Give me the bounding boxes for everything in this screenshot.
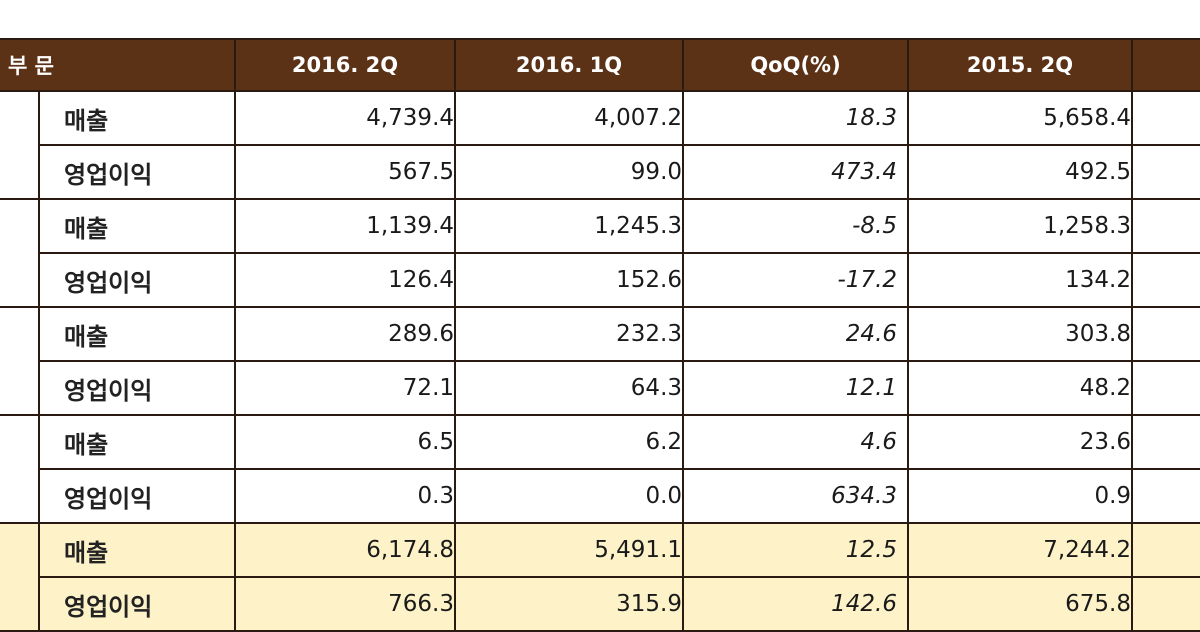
cell-qoq: 634.3 bbox=[682, 468, 910, 524]
table-header-row: 부 문 2016. 2Q 2016. 1Q QoQ(%) 2015. 2Q bbox=[0, 38, 1200, 92]
cell-2016-2q: 126.4 bbox=[234, 252, 457, 308]
cell-extra bbox=[1131, 198, 1200, 254]
row-label: 영업이익 bbox=[37, 252, 237, 308]
row-label: 매출 bbox=[37, 522, 237, 578]
table-row: 매출 289.6 232.3 24.6 303.8 bbox=[0, 306, 1200, 416]
cell-extra bbox=[1131, 576, 1200, 632]
row-label: 영업이익 bbox=[37, 576, 237, 632]
cell-extra bbox=[1131, 468, 1200, 524]
table-row: 영업이익 126.4 152.6 -17.2 134.2 bbox=[0, 252, 1200, 308]
cell-extra bbox=[1131, 414, 1200, 470]
cell-extra bbox=[1131, 360, 1200, 416]
financial-table: 부 문 2016. 2Q 2016. 1Q QoQ(%) 2015. 2Q 매출… bbox=[0, 38, 1200, 632]
table-row: 영업이익 567.5 99.0 473.4 492.5 bbox=[0, 144, 1200, 200]
cell-2016-1q: 315.9 bbox=[454, 576, 685, 632]
segment-cell bbox=[0, 198, 40, 308]
segment-cell-total bbox=[0, 522, 40, 632]
cell-2015-2q: 23.6 bbox=[907, 414, 1134, 470]
cell-2016-2q: 289.6 bbox=[234, 306, 457, 362]
cell-2016-1q: 4,007.2 bbox=[454, 90, 685, 146]
cell-2016-2q: 6.5 bbox=[234, 414, 457, 470]
cell-qoq: -17.2 bbox=[682, 252, 910, 308]
header-qoq: QoQ(%) bbox=[682, 38, 910, 92]
cell-2016-1q: 232.3 bbox=[454, 306, 685, 362]
segment-cell bbox=[0, 306, 40, 416]
cell-extra bbox=[1131, 252, 1200, 308]
cell-2016-2q: 6,174.8 bbox=[234, 522, 457, 578]
cell-2015-2q: 48.2 bbox=[907, 360, 1134, 416]
cell-extra bbox=[1131, 306, 1200, 362]
table-row: 매출 6.5 6.2 4.6 23.6 bbox=[0, 414, 1200, 524]
row-label: 매출 bbox=[37, 198, 237, 254]
cell-qoq: -8.5 bbox=[682, 198, 910, 254]
cell-2016-2q: 4,739.4 bbox=[234, 90, 457, 146]
cell-qoq: 18.3 bbox=[682, 90, 910, 146]
cell-2016-2q: 567.5 bbox=[234, 144, 457, 200]
row-label: 영업이익 bbox=[37, 468, 237, 524]
header-2016-2q: 2016. 2Q bbox=[234, 38, 457, 92]
cell-2016-1q: 152.6 bbox=[454, 252, 685, 308]
header-extra bbox=[1131, 38, 1200, 92]
header-2016-1q: 2016. 1Q bbox=[454, 38, 685, 92]
cell-qoq: 473.4 bbox=[682, 144, 910, 200]
cell-qoq: 142.6 bbox=[682, 576, 910, 632]
table-row: 매출 4,739.4 4,007.2 18.3 5,658.4 bbox=[0, 90, 1200, 200]
cell-qoq: 12.1 bbox=[682, 360, 910, 416]
cell-2015-2q: 492.5 bbox=[907, 144, 1134, 200]
table-row: 영업이익 0.3 0.0 634.3 0.9 bbox=[0, 468, 1200, 524]
total-row: 영업이익 766.3 315.9 142.6 675.8 bbox=[0, 576, 1200, 632]
row-label: 영업이익 bbox=[37, 144, 237, 200]
row-label: 매출 bbox=[37, 306, 237, 362]
cell-2016-2q: 1,139.4 bbox=[234, 198, 457, 254]
cell-2016-2q: 0.3 bbox=[234, 468, 457, 524]
cell-2015-2q: 5,658.4 bbox=[907, 90, 1134, 146]
segment-cell bbox=[0, 90, 40, 200]
row-label: 매출 bbox=[37, 414, 237, 470]
cell-2016-2q: 766.3 bbox=[234, 576, 457, 632]
row-label: 매출 bbox=[37, 90, 237, 146]
header-segment: 부 문 bbox=[0, 38, 237, 92]
cell-qoq: 4.6 bbox=[682, 414, 910, 470]
cell-2016-1q: 5,491.1 bbox=[454, 522, 685, 578]
cell-extra bbox=[1131, 522, 1200, 578]
cell-2016-1q: 1,245.3 bbox=[454, 198, 685, 254]
cell-qoq: 24.6 bbox=[682, 306, 910, 362]
total-row: 매출 6,174.8 5,491.1 12.5 7,244.2 bbox=[0, 522, 1200, 632]
cell-2016-1q: 0.0 bbox=[454, 468, 685, 524]
table-row: 매출 1,139.4 1,245.3 -8.5 1,258.3 bbox=[0, 198, 1200, 308]
cell-2015-2q: 675.8 bbox=[907, 576, 1134, 632]
cell-2015-2q: 303.8 bbox=[907, 306, 1134, 362]
cell-2016-2q: 72.1 bbox=[234, 360, 457, 416]
cell-2015-2q: 134.2 bbox=[907, 252, 1134, 308]
cell-extra bbox=[1131, 144, 1200, 200]
cell-2016-1q: 64.3 bbox=[454, 360, 685, 416]
cell-qoq: 12.5 bbox=[682, 522, 910, 578]
table-row: 영업이익 72.1 64.3 12.1 48.2 bbox=[0, 360, 1200, 416]
segment-cell bbox=[0, 414, 40, 524]
cell-2015-2q: 0.9 bbox=[907, 468, 1134, 524]
cell-extra bbox=[1131, 90, 1200, 146]
cell-2015-2q: 1,258.3 bbox=[907, 198, 1134, 254]
cell-2016-1q: 6.2 bbox=[454, 414, 685, 470]
cell-2015-2q: 7,244.2 bbox=[907, 522, 1134, 578]
cell-2016-1q: 99.0 bbox=[454, 144, 685, 200]
header-2015-2q: 2015. 2Q bbox=[907, 38, 1134, 92]
row-label: 영업이익 bbox=[37, 360, 237, 416]
